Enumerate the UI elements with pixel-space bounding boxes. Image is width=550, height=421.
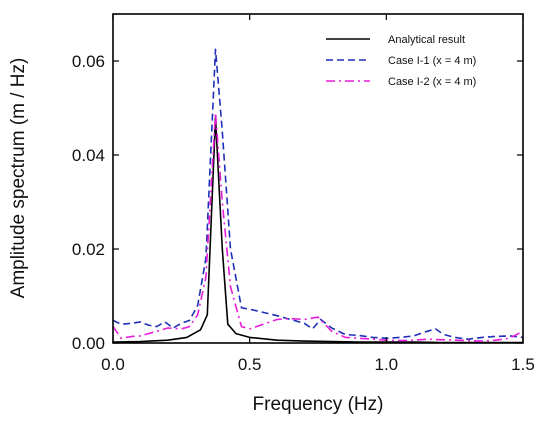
x-tick-label: 1.5 (511, 355, 535, 374)
y-tick-label: 0.06 (72, 52, 105, 71)
series-layer (113, 48, 523, 343)
x-tick-label: 0.0 (101, 355, 125, 374)
x-tick-label: 0.5 (238, 355, 262, 374)
ticks-layer: 0.0 0.5 1.0 1.5 0.00 0.02 0.04 0.06 (72, 14, 535, 374)
y-tick-label: 0.00 (72, 334, 105, 353)
legend-label-1: Analytical result (388, 34, 465, 46)
series-line-1 (113, 116, 523, 343)
series-line-3 (113, 111, 523, 342)
legend-label-2: Case I-1 (x = 4 m) (388, 55, 476, 67)
series-line-2 (113, 48, 523, 341)
legend: Analytical result Case I-1 (x = 4 m) Case … (326, 34, 476, 88)
y-axis-label: Amplitude spectrum (m / Hz) (8, 58, 29, 299)
plot-frame (112, 13, 524, 344)
x-axis-label: Frequency (Hz) (253, 394, 384, 415)
x-tick-label: 1.0 (375, 355, 399, 374)
y-tick-label: 0.02 (72, 240, 105, 259)
legend-label-3: Case I-2 (x = 4 m) (388, 76, 476, 88)
y-tick-label: 0.04 (72, 146, 105, 165)
